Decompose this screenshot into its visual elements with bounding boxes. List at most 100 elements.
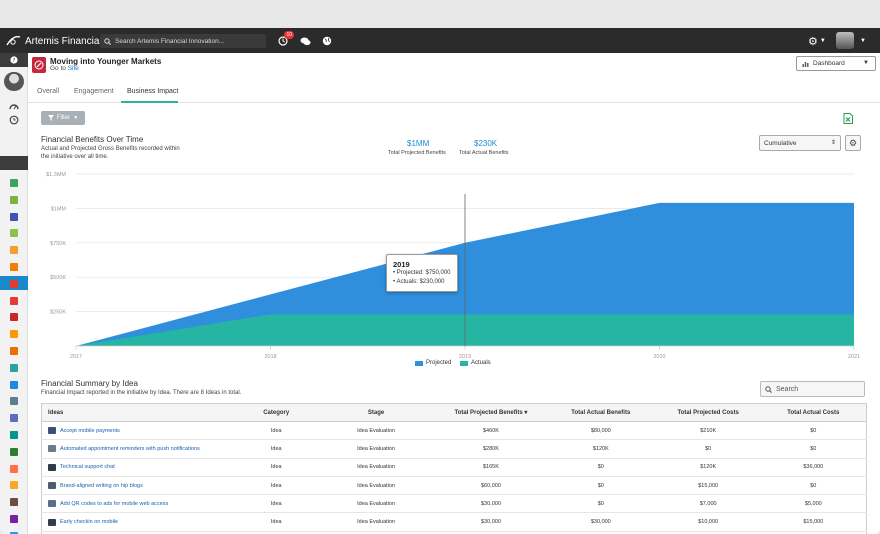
sidebar-site-icon[interactable] <box>10 313 18 322</box>
view-mode-select[interactable]: Cumulative ⇕ <box>759 135 841 151</box>
sidebar-site-icon[interactable] <box>10 397 18 406</box>
sidebar-site-icon[interactable] <box>10 246 18 255</box>
dashboard-icon[interactable] <box>9 102 19 110</box>
col-category[interactable]: Category <box>236 403 317 422</box>
goto-site-link[interactable]: Site <box>67 65 79 72</box>
col-stage[interactable]: Stage <box>316 403 437 422</box>
sidebar-site-icon[interactable] <box>10 212 18 221</box>
summary-search-input[interactable]: Search <box>760 381 865 397</box>
history-icon[interactable] <box>9 115 19 125</box>
chart-settings-button[interactable]: ⚙ <box>845 135 861 151</box>
table-row[interactable]: Accept mobile payments Idea Idea Evaluatio… <box>41 421 867 441</box>
sidebar-site-icon[interactable] <box>10 481 18 490</box>
notifications-button[interactable]: 10 <box>277 31 294 47</box>
sidebar-site-icon[interactable] <box>10 296 18 305</box>
projected-costs-cell: $15,000 <box>655 476 761 496</box>
actual-benefits-cell: $120K <box>545 439 656 459</box>
idea-link[interactable]: Early checkin on mobile <box>60 519 119 526</box>
table-row[interactable]: Technical support chat Idea Idea Evaluatio… <box>41 458 867 477</box>
idea-cell: Crypto token loyalty rewards <box>41 531 237 534</box>
sidebar-site-icon[interactable] <box>10 347 18 355</box>
financial-benefits-chart: $250K $500K $750K $1MM $1.3MM 2017 2018 2019 202… <box>46 172 860 360</box>
svg-text:?: ? <box>13 58 16 64</box>
col-total-actual-benefits[interactable]: Total Actual Benefits <box>545 403 656 422</box>
filter-button[interactable]: Filter ▼ <box>41 111 85 125</box>
sidebar-site-icon[interactable] <box>10 464 18 473</box>
sidebar-site-icon[interactable] <box>10 195 18 204</box>
table-row[interactable]: Automated appointment reminders with pus… <box>41 439 867 459</box>
tab-overall[interactable]: Overall <box>37 88 60 95</box>
actual-costs-cell: $0 <box>760 421 867 441</box>
col-ideas[interactable]: Ideas <box>41 403 237 422</box>
sidebar-site-icon[interactable] <box>10 414 18 423</box>
actual-benefits-cell: $0 <box>545 458 656 477</box>
page-title: Moving into Younger Markets <box>50 57 162 66</box>
sidebar-site-icon[interactable] <box>10 263 18 271</box>
table-row[interactable]: Early checkin on mobile Idea Idea Evaluati… <box>41 512 867 532</box>
sidebar-site-icon[interactable] <box>10 279 18 288</box>
projected-benefits-cell: $460K <box>436 421 546 441</box>
idea-link[interactable]: Add QR codes to ads for mobile web acces… <box>60 500 169 507</box>
excel-export-icon[interactable] <box>843 113 853 124</box>
help-button[interactable]: ? <box>0 53 28 67</box>
sidebar-site-icon[interactable] <box>10 447 18 456</box>
idea-link[interactable]: Accept mobile payments <box>60 427 120 434</box>
sidebar-site-icon[interactable] <box>10 498 18 507</box>
user-menu-chevron-icon[interactable]: ▼ <box>860 38 866 44</box>
tab-business-impact[interactable]: Business Impact <box>127 88 179 95</box>
stage-cell: Idea Evaluation <box>316 421 437 441</box>
idea-cell: Automated appointment reminders with pus… <box>41 439 237 459</box>
col-total-projected-benefits[interactable]: Total Projected Benefits ▾ <box>436 403 546 422</box>
projected-costs-cell: $20,000 <box>655 531 761 534</box>
col-total-projected-costs[interactable]: Total Projected Costs <box>655 403 761 422</box>
category-cell: Idea <box>236 531 317 534</box>
legend-actuals[interactable]: Actuals <box>460 360 491 366</box>
sidebar-site-icon[interactable] <box>10 229 18 238</box>
actual-costs-cell: $0 <box>760 476 867 496</box>
x-tick-label: 2017 <box>70 354 82 360</box>
sidebar-site-icon[interactable] <box>10 179 18 187</box>
app-logo[interactable]: Artemis Financial <box>6 34 102 48</box>
sidebar-site-icon[interactable] <box>10 380 18 389</box>
help-icon: ? <box>10 56 18 64</box>
idea-link[interactable]: Brand-aligned writing on hip blogs <box>60 482 143 489</box>
total-actual-benefits-value: $230K <box>474 139 498 148</box>
projected-benefits-cell: $30,000 <box>436 494 546 514</box>
benefits-chart-subtitle: Actual and Projected Gross Benefits reco… <box>41 146 180 160</box>
sidebar-site-icon[interactable] <box>10 531 18 534</box>
table-row[interactable]: Add QR codes to ads for mobile web acces… <box>41 494 867 514</box>
table-row[interactable]: Brand-aligned writing on hip blogs Idea Id… <box>41 476 867 496</box>
globe-button[interactable] <box>321 35 333 47</box>
legend-projected[interactable]: Projected <box>415 360 451 366</box>
col-total-actual-costs[interactable]: Total Actual Costs <box>760 403 867 422</box>
global-search-input[interactable]: Search Artemis Financial Innovation... <box>100 34 266 48</box>
tooltip-actuals: • Actuals: $230,000 <box>393 278 445 285</box>
messages-button[interactable] <box>299 35 311 47</box>
idea-link[interactable]: Technical support chat <box>60 464 115 471</box>
sidebar-site-icon[interactable] <box>10 431 18 439</box>
site-logo-icon <box>32 57 46 73</box>
top-navbar: Artemis Financial Search Artemis Financi… <box>0 28 880 53</box>
actual-benefits-cell: $0 <box>545 531 656 534</box>
user-avatar[interactable] <box>836 32 854 49</box>
dashboard-dropdown[interactable]: Dashboard ▼ <box>796 56 876 71</box>
globe-icon <box>322 36 332 46</box>
sidebar-site-icon[interactable] <box>10 515 18 523</box>
idea-link[interactable]: Automated appointment reminders with pus… <box>60 445 200 452</box>
view-mode-value: Cumulative <box>764 139 797 147</box>
sidebar-user-avatar[interactable] <box>4 72 24 91</box>
x-tick-label: 2019 <box>459 354 471 360</box>
stage-cell: Idea Evaluation <box>316 458 437 477</box>
settings-menu-button[interactable]: ⚙ ▼ <box>808 34 828 48</box>
table-row[interactable]: Crypto token loyalty rewardsIdeaIdea Eva… <box>41 531 867 534</box>
actual-benefits-cell: $0 <box>545 494 656 514</box>
tab-engagement[interactable]: Engagement <box>74 88 114 95</box>
bar-chart-icon <box>802 61 809 67</box>
sidebar-site-icon[interactable] <box>10 363 18 372</box>
y-tick-label: $1.3MM <box>46 172 66 178</box>
idea-cell: Add QR codes to ads for mobile web acces… <box>41 494 237 514</box>
chart-tooltip: 2019 • Projected: $750,000 • Actuals: $2… <box>386 254 458 292</box>
actual-costs-cell: $0 <box>760 531 867 534</box>
stage-cell: Idea Evaluation <box>316 494 437 514</box>
sidebar-site-icon[interactable] <box>10 330 18 339</box>
